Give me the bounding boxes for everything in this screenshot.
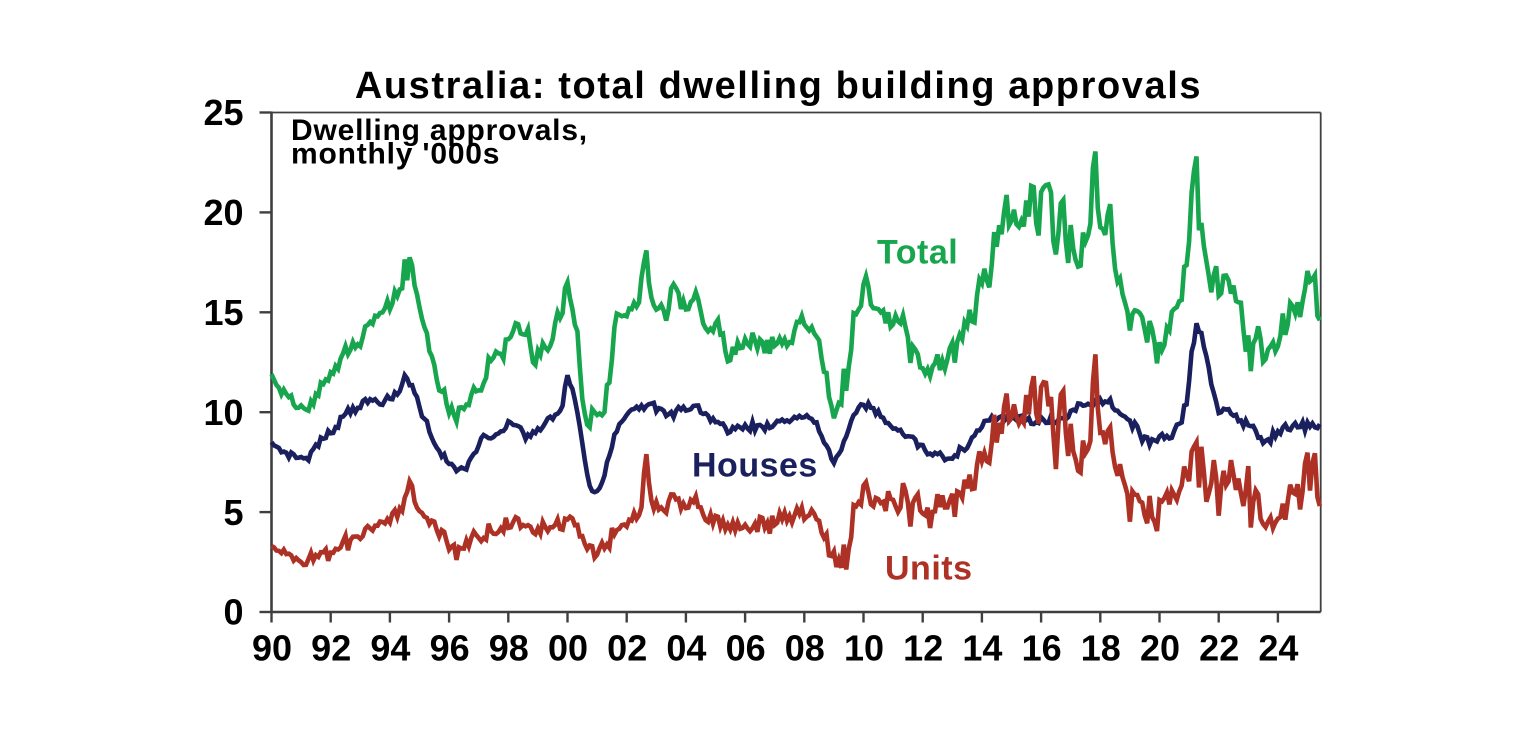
svg-text:10: 10 <box>844 628 884 669</box>
svg-text:Australia: total dwelling buil: Australia: total dwelling building appro… <box>355 65 1202 107</box>
svg-text:92: 92 <box>311 628 351 669</box>
svg-text:Total: Total <box>877 234 958 272</box>
svg-text:04: 04 <box>666 628 706 669</box>
svg-text:10: 10 <box>203 392 243 433</box>
svg-text:14: 14 <box>962 628 1002 669</box>
svg-text:98: 98 <box>489 628 529 669</box>
svg-text:5: 5 <box>223 492 243 533</box>
svg-text:Dwelling approvals,: Dwelling approvals, <box>291 114 588 147</box>
svg-text:94: 94 <box>370 628 410 669</box>
svg-text:monthly '000s: monthly '000s <box>291 138 500 171</box>
svg-text:0: 0 <box>223 592 243 633</box>
svg-text:20: 20 <box>203 192 243 233</box>
svg-text:18: 18 <box>1081 628 1121 669</box>
svg-text:Houses: Houses <box>692 447 818 485</box>
svg-text:20: 20 <box>1140 628 1180 669</box>
svg-text:16: 16 <box>1022 628 1062 669</box>
svg-text:15: 15 <box>203 292 243 333</box>
svg-text:00: 00 <box>548 628 588 669</box>
svg-text:22: 22 <box>1199 628 1239 669</box>
svg-text:12: 12 <box>903 628 943 669</box>
svg-text:90: 90 <box>252 628 292 669</box>
svg-text:06: 06 <box>726 628 766 669</box>
svg-text:Units: Units <box>885 550 973 588</box>
svg-text:24: 24 <box>1258 628 1298 669</box>
svg-text:08: 08 <box>785 628 825 669</box>
svg-text:02: 02 <box>607 628 647 669</box>
svg-text:25: 25 <box>203 92 243 133</box>
svg-text:96: 96 <box>430 628 470 669</box>
